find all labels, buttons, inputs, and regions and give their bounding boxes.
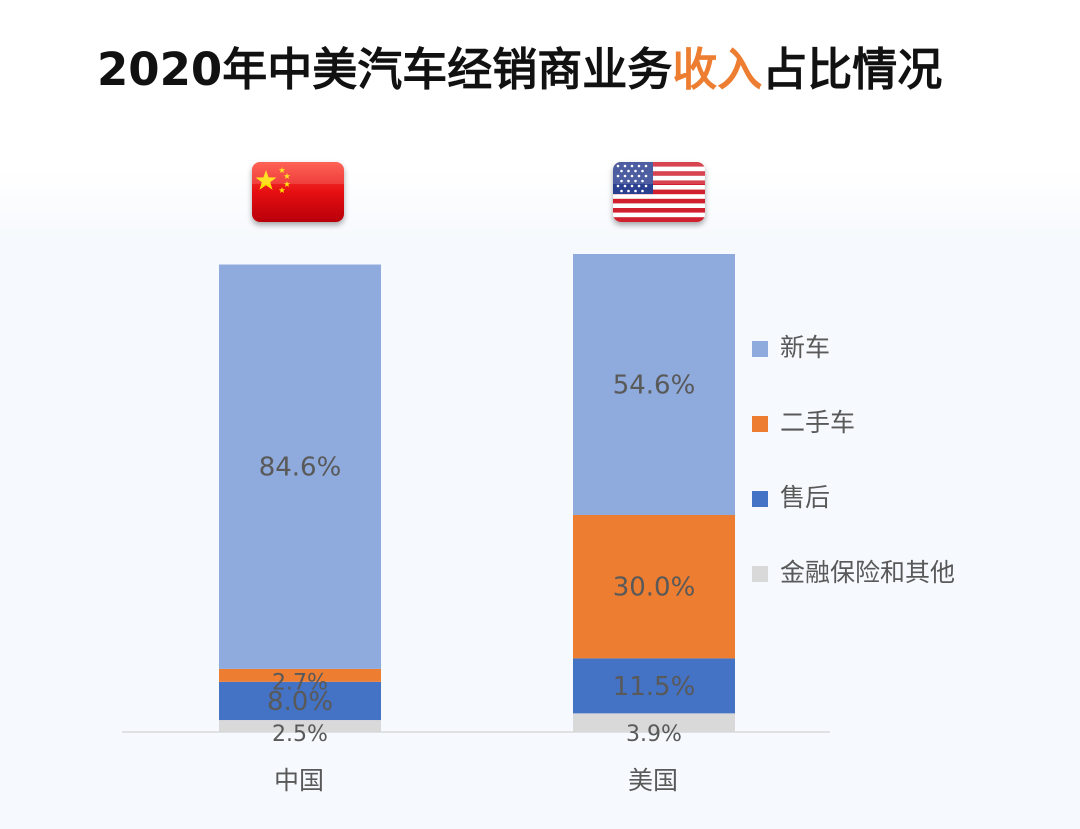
x-tick-label: 中国 (274, 766, 324, 795)
bar-data-label: 2.5% (272, 722, 328, 747)
usa-flag-graphic (613, 162, 705, 222)
legend-item: 售后 (752, 480, 1032, 516)
bar-data-label: 2.7% (272, 670, 328, 695)
page-title: 2020年中美汽车经销商业务收入占比情况 (97, 40, 942, 100)
legend-label: 二手车 (780, 408, 856, 437)
legend-item: 二手车 (752, 405, 1032, 441)
legend-swatch (752, 491, 768, 507)
china-flag-icon (252, 162, 344, 222)
legend-swatch (752, 566, 768, 582)
bar-data-label: 30.0% (613, 573, 696, 603)
bar-segment (219, 264, 381, 669)
bar-data-label: 54.6% (613, 370, 696, 400)
china-flag-graphic (252, 162, 344, 222)
bar-segment (573, 514, 735, 659)
usa-flag-icon (613, 162, 705, 222)
legend-label: 新车 (780, 333, 831, 362)
legend-label: 金融保险和其他 (780, 558, 956, 587)
bar-segment (573, 658, 735, 714)
bar-data-label: 8.0% (267, 687, 333, 717)
legend-swatch (752, 341, 768, 357)
legend-item: 金融保险和其他 (752, 555, 1032, 591)
title-highlight: 收入 (672, 43, 763, 96)
x-tick-label: 美国 (628, 766, 678, 795)
bar-segment (219, 720, 381, 732)
bar-data-label: 3.9% (626, 722, 682, 747)
legend-swatch (752, 416, 768, 432)
legend-label: 售后 (780, 483, 831, 512)
bar-segment (573, 254, 735, 515)
bar-data-label: 11.5% (613, 672, 696, 702)
bar-data-label: 84.6% (259, 453, 342, 483)
bar-segment (573, 713, 735, 732)
legend-item: 新车 (752, 330, 1032, 366)
bar-segment (219, 668, 381, 682)
bar-segment (219, 681, 381, 721)
title-suffix: 占比情况 (762, 43, 943, 96)
title-prefix: 2020年中美汽车经销商业务 (97, 43, 673, 96)
